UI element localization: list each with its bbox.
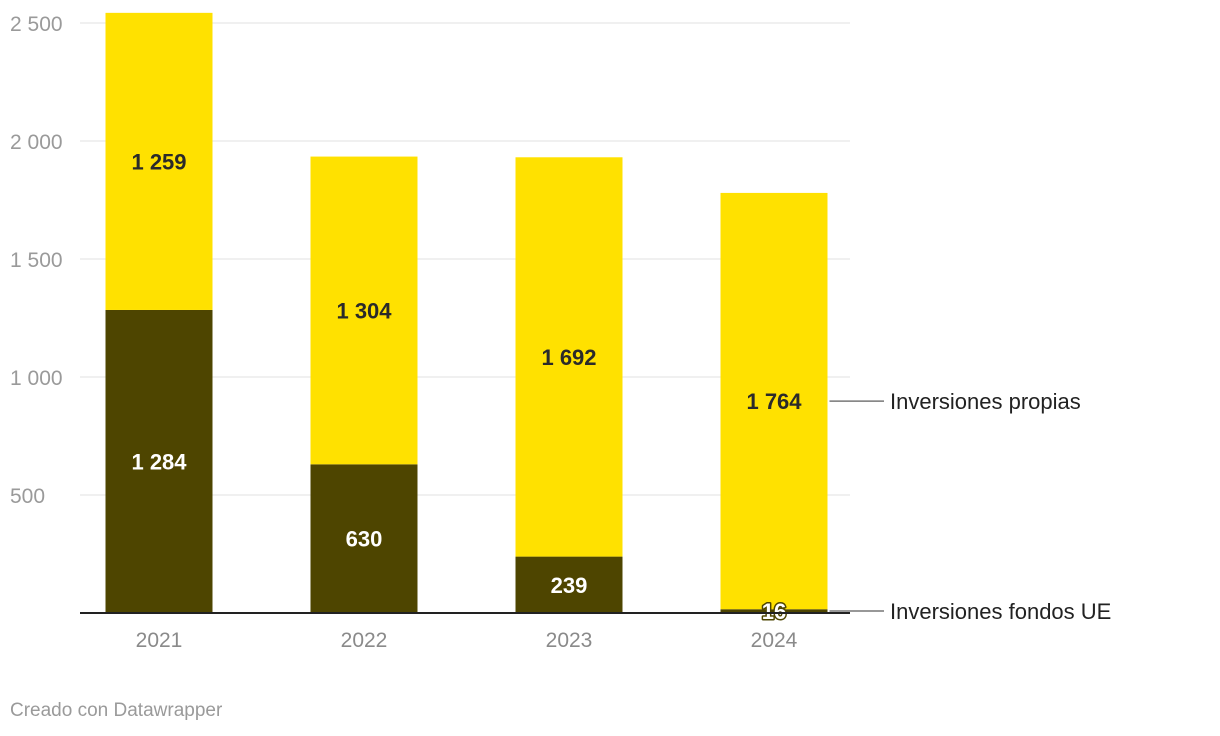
bar-segment	[310, 156, 418, 465]
y-tick-label: 1 000	[10, 367, 63, 390]
legend-label: Inversiones propias	[890, 389, 1081, 414]
x-tick-label: 2021	[136, 629, 183, 652]
bar-segment	[720, 609, 828, 613]
data-label: 239	[551, 573, 588, 598]
data-label: 1 692	[541, 345, 596, 370]
data-label: 16	[762, 599, 786, 624]
credit-text: Creado con Datawrapper	[10, 700, 223, 721]
stacked-bar-chart: 500 1 000 1 500 2 000 2 500 2021 2022 2023 2024 1…	[10, 12, 1111, 652]
data-label: 1 764	[746, 389, 802, 414]
y-tick-label: 1 500	[10, 249, 63, 272]
bar-segment	[105, 309, 213, 613]
x-tick-label: 2023	[546, 629, 593, 652]
data-label: 1 259	[131, 149, 186, 174]
x-tick-label: 2022	[341, 629, 388, 652]
data-label: 1 284	[131, 449, 187, 474]
legend-label: Inversiones fondos UE	[890, 599, 1111, 624]
data-label: 1 304	[336, 298, 392, 323]
bar-segment	[310, 464, 418, 613]
bar-segment	[105, 12, 213, 310]
data-label: 630	[346, 527, 383, 552]
bar-segment	[720, 192, 828, 610]
bar-segment	[515, 157, 623, 557]
x-tick-label: 2024	[751, 629, 798, 652]
y-tick-label: 2 000	[10, 131, 63, 154]
bar-segment	[515, 556, 623, 613]
y-tick-label: 500	[10, 485, 45, 508]
y-tick-label: 2 500	[10, 13, 63, 36]
